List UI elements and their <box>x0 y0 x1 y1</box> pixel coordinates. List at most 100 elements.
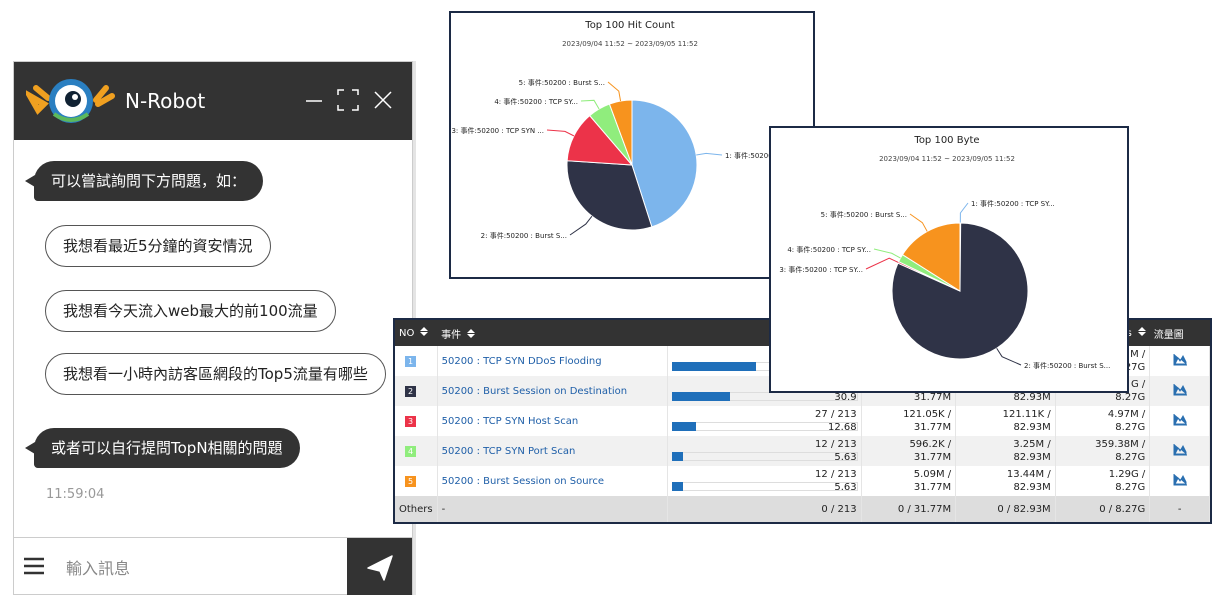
sessions-cell: 359.38M / 8.27G <box>1055 436 1151 466</box>
hit-bar <box>672 392 730 401</box>
input-bar: 輸入訊息 <box>14 537 412 595</box>
row-badge: 2 <box>405 385 416 397</box>
sort-arrows[interactable] <box>420 327 429 336</box>
sort-arrows[interactable] <box>467 328 476 338</box>
cell-line: 8.27G <box>1115 362 1146 373</box>
event-link[interactable]: 50200 : TCP SYN Host Scan <box>441 415 579 427</box>
others-cell: 0 / 82.93M <box>955 496 1056 522</box>
traffic-chart-icon[interactable] <box>1173 353 1187 366</box>
chart-cell <box>1149 406 1210 436</box>
header-cell[interactable]: 事件 <box>437 320 668 346</box>
icon-shape <box>1173 443 1187 455</box>
cell-line: 31.77M <box>913 422 952 433</box>
no-cell: 3 <box>395 406 438 436</box>
icon-shape <box>1173 383 1187 395</box>
header-cell[interactable]: NO <box>395 320 438 346</box>
header-cell[interactable]: 流量圖 <box>1149 320 1210 346</box>
others-event: - <box>441 503 446 515</box>
event-cell: 50200 : TCP SYN Port Scan <box>437 436 669 466</box>
label-connector <box>696 152 723 156</box>
header-label: 流量圖 <box>1153 329 1184 341</box>
label-connector <box>873 248 901 259</box>
slice-label: 4: 事件:50200 : TCP SY... <box>787 245 871 254</box>
table-row: 3 50200 : TCP SYN Host Scan 27 / 213 12.68 1… <box>395 406 1210 436</box>
slice-label: 1: 事件:50200 : TCP SY... <box>971 199 1055 208</box>
bytes-cell: 596.2K / 31.77M <box>861 436 957 466</box>
icon-shape <box>1173 413 1187 425</box>
cell-line: 359.38M / <box>1095 439 1146 450</box>
pie-slice <box>901 222 961 292</box>
suggestion-chip[interactable]: 我想看今天流入web最大的前100流量 <box>45 290 336 332</box>
no-cell: 2 <box>395 376 438 406</box>
bytes-cell: 5.09M / 31.77M <box>861 466 957 496</box>
pie-chart: Top 100 Byte 2023/09/04 11:52 ~ 2023/09/0… <box>779 135 1110 370</box>
row-badge: 1 <box>405 355 416 367</box>
chart-cell <box>1149 436 1210 466</box>
label-connector <box>607 81 622 102</box>
chart-cell <box>1149 376 1210 406</box>
chat-window: N-Robot 11:59:04 輸入訊息 可以嘗試詢問下方問題，如： 我想看最近… <box>13 61 413 595</box>
menu-button[interactable] <box>23 557 45 575</box>
row-badge: 3 <box>405 415 416 427</box>
packets-cell: 13.44M / 82.93M <box>955 466 1056 496</box>
hit-bar <box>672 422 696 431</box>
slice-label: 5: 事件:50200 : Burst S... <box>519 78 605 87</box>
event-link[interactable]: 50200 : Burst Session on Destination <box>441 385 628 397</box>
label-connector <box>865 257 899 270</box>
label-connector <box>546 129 575 137</box>
slice-label: 2: 事件:50200 : Burst S... <box>481 231 567 240</box>
others-bytes: 0 / 31.77M <box>897 503 952 515</box>
hit-cell: 12 / 213 5.63 <box>667 466 862 496</box>
others-sessions: 0 / 8.27G <box>1099 503 1146 515</box>
suggestion-chip[interactable]: 我想看最近5分鐘的資安情況 <box>45 225 271 267</box>
cell-line: 82.93M <box>1013 452 1051 463</box>
traffic-chart-icon[interactable] <box>1173 413 1187 426</box>
label-connector <box>569 215 593 236</box>
cell-line: 5.63 <box>834 452 857 463</box>
bytes-cell: 121.05K / 31.77M <box>861 406 957 436</box>
suggestion-chip[interactable]: 我想看一小時內訪客區網段的Top5流量有哪些 <box>45 353 386 395</box>
icon-shape <box>1173 353 1187 365</box>
cell-line: 82.93M <box>1013 392 1051 403</box>
traffic-chart-icon[interactable] <box>1173 473 1187 486</box>
header-label: s <box>1126 328 1132 339</box>
window-controls[interactable] <box>302 88 398 114</box>
traffic-chart-icon[interactable] <box>1173 443 1187 456</box>
others-cell: 0 / 213 <box>667 496 862 522</box>
bot-message: 可以嘗試詢問下方問題，如： <box>34 161 264 201</box>
bubble-tail <box>25 175 35 187</box>
cell-line: M / <box>1130 349 1146 360</box>
sort-arrows[interactable] <box>1137 327 1146 336</box>
slice-label: 4: 事件:50200 : TCP SY... <box>494 97 578 106</box>
event-link[interactable]: 50200 : TCP SYN Port Scan <box>441 445 576 457</box>
hit-bar <box>672 482 683 491</box>
slice-label: 1: 事件:50200 <box>725 151 773 160</box>
cell-line: 30.9 <box>834 392 857 403</box>
cell-line: 12 / 213 <box>815 439 857 450</box>
chat-header: N-Robot <box>14 62 412 140</box>
cell-line: 82.93M <box>1013 482 1051 493</box>
table-row: 5 50200 : Burst Session on Source 12 / 213… <box>395 466 1210 496</box>
hit-cell: 12 / 213 5.63 <box>667 436 862 466</box>
packets-cell: 121.11K / 82.93M <box>955 406 1056 436</box>
table-row: 4 50200 : TCP SYN Port Scan 12 / 213 5.63 59… <box>395 436 1210 466</box>
cell-line: G / <box>1131 379 1146 390</box>
event-link[interactable]: 50200 : TCP SYN DDoS Flooding <box>441 355 602 367</box>
pie-slice <box>566 160 653 231</box>
event-link[interactable]: 50200 : Burst Session on Source <box>441 475 605 487</box>
message-input[interactable]: 輸入訊息 <box>66 559 131 578</box>
cell-line: 1.29G / <box>1108 469 1146 480</box>
row-badge: 4 <box>405 445 416 457</box>
cell-line: 8.27G <box>1115 422 1146 433</box>
cell-line: 5.63 <box>834 482 857 493</box>
cell-line: 13.44M / <box>1006 469 1051 480</box>
cell-line: 8.27G <box>1115 452 1146 463</box>
traffic-chart-icon[interactable] <box>1173 383 1187 396</box>
cell-line: 3.25M / <box>1013 439 1051 450</box>
slice-label: 3: 事件:50200 : TCP SYN ... <box>451 126 544 135</box>
others-cell: 0 / 31.77M <box>861 496 957 522</box>
icon-shape <box>1173 473 1187 485</box>
bot-message: 或者可以自行提問TopN相關的問題 <box>34 428 300 468</box>
send-button[interactable] <box>347 538 412 595</box>
label-connector <box>959 202 969 224</box>
